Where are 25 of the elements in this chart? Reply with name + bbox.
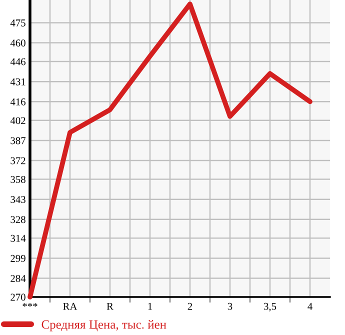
x-tick-label: 4 bbox=[308, 302, 312, 310]
y-tick-label: 270 bbox=[10, 294, 26, 301]
y-tick-label: 475 bbox=[10, 20, 26, 26]
y-tick-label: 402 bbox=[10, 117, 26, 124]
x-tick-label: R bbox=[106, 302, 114, 310]
x-tick-label: 3,5 bbox=[264, 302, 276, 312]
y-tick-label: 358 bbox=[10, 176, 26, 183]
x-tick-label: *** bbox=[22, 302, 38, 307]
x-tick-label: 3 bbox=[228, 302, 232, 310]
y-tick-label: 446 bbox=[10, 58, 26, 66]
y-tick-label: 416 bbox=[10, 98, 26, 106]
x-tick-label: 1 bbox=[148, 302, 152, 310]
y-tick-label: 343 bbox=[10, 196, 26, 204]
y-tick-label: 299 bbox=[10, 254, 26, 262]
x-tick-label: RA bbox=[63, 302, 78, 310]
y-tick-label: 372 bbox=[10, 157, 26, 164]
legend-label: Средняя Цена, тыс. йен bbox=[42, 320, 166, 332]
y-tick-label: 460 bbox=[10, 40, 26, 47]
line-series bbox=[28, 2, 312, 300]
y-tick-label: 387 bbox=[10, 137, 26, 144]
y-tick-label: 328 bbox=[10, 216, 26, 224]
x-tick-label: 2 bbox=[188, 302, 192, 310]
y-tick-label: 314 bbox=[10, 234, 26, 242]
y-tick-label: 284 bbox=[10, 274, 26, 282]
y-tick-label: 431 bbox=[10, 78, 26, 86]
